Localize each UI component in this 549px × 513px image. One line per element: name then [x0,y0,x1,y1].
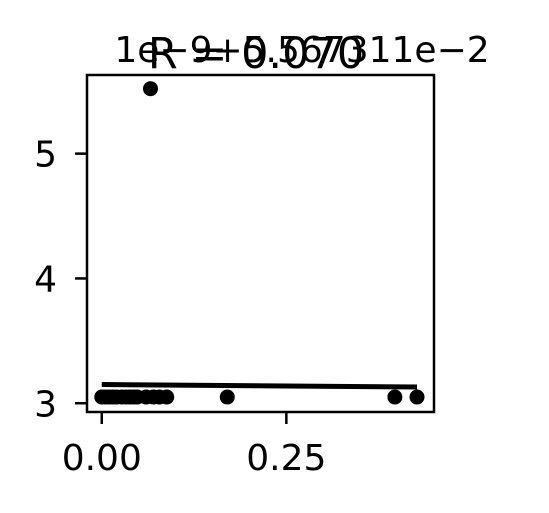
y-tick-label: 4 [34,259,57,300]
y-axis: 3 4 5 [34,135,87,425]
x-axis: 0.00 0.25 [62,412,326,479]
data-point [387,389,403,405]
data-point [159,389,175,405]
data-point [142,81,158,97]
fit-line-layer [101,382,418,390]
axis-offset-label: 1e−9+5.567311e−2 [114,30,489,71]
y-tick-label: 5 [34,135,57,176]
data-points-layer [94,81,425,405]
data-point [409,389,425,405]
data-point [219,389,235,405]
x-tick-label: 0.25 [246,438,326,479]
plot-area-frame [85,73,436,414]
chart-title: R = 0.070 [148,29,364,79]
y-tick-label: 3 [34,384,57,425]
x-tick-label: 0.00 [62,438,142,479]
regression-line [101,382,418,390]
